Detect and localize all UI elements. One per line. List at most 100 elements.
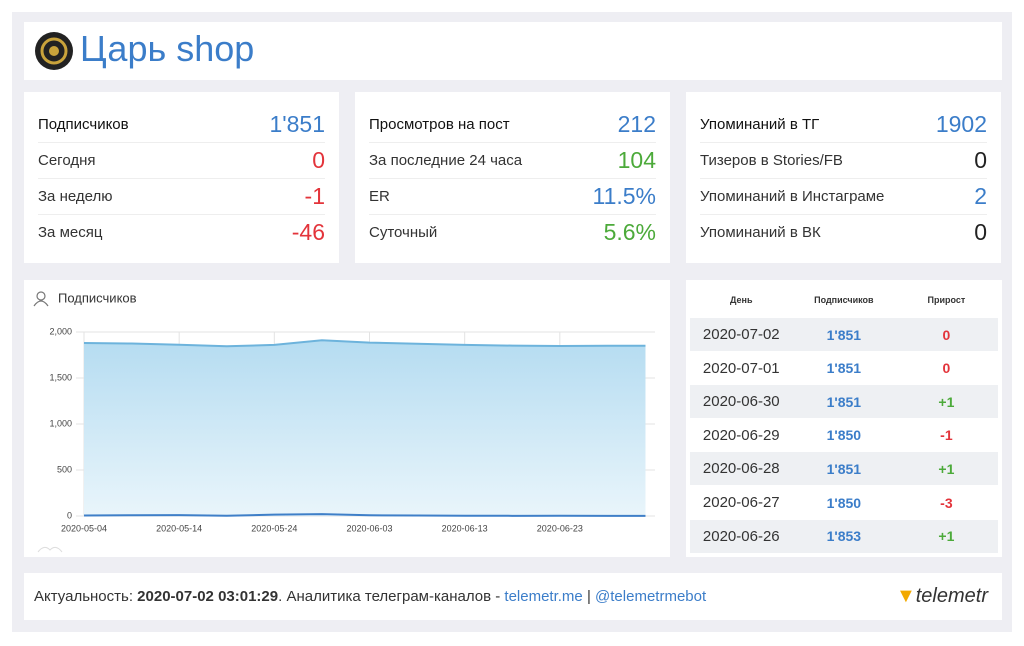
stat-label: ER — [369, 187, 390, 205]
table-row: 2020-06-27 1'850 -3 — [690, 486, 998, 519]
subscribers-cell: 1'853 — [826, 528, 862, 545]
x-tick-label: 2020-05-24 — [251, 523, 297, 533]
chart: Подписчиков 0 500 1,000 1,500 2,000 2020-05-0… — [33, 290, 655, 553]
subscribers-cell: 1'851 — [826, 326, 862, 343]
stat-value: 1902 — [935, 110, 987, 137]
x-tick-label: 2020-06-03 — [346, 523, 392, 533]
stat-label: Просмотров на пост — [369, 115, 510, 133]
growth-cell: +1 — [938, 460, 955, 477]
stat-value: 104 — [617, 146, 656, 173]
stat-value: 11.5% — [592, 182, 656, 209]
header-cell: Подписчиков — [814, 294, 874, 305]
line — [83, 513, 646, 517]
stat-value: 0 — [312, 146, 325, 173]
date-cell: 2020-06-27 — [702, 494, 780, 511]
stat-value: 1'851 — [269, 110, 325, 137]
stat-label: За неделю — [38, 187, 113, 205]
subscribers-cell: 1'851 — [826, 460, 862, 477]
date-cell: 2020-06-28 — [702, 460, 780, 478]
stat-row: Просмотров на пост 212 — [369, 106, 656, 143]
table-row: 2020-06-30 1'851 +1 — [690, 385, 998, 419]
y-tick-label: 2,000 — [49, 326, 72, 336]
footer-text: . Аналитика телеграм-каналов - — [278, 588, 501, 605]
stat-label: Упоминаний в ВК — [700, 223, 821, 241]
x-tick-label: 2020-06-13 — [442, 523, 488, 533]
stat-card: Просмотров на пост 212 За последние 24 час… — [355, 92, 670, 263]
table-row: 2020-07-01 1'851 0 — [690, 351, 998, 385]
growth-cell: -3 — [940, 494, 953, 511]
stat-row: За неделю -1 — [38, 178, 325, 215]
stat-label: Суточный — [369, 223, 438, 241]
y-tick-label: 1,500 — [49, 372, 72, 382]
stat-value: -46 — [291, 218, 325, 245]
date-cell: 2020-06-26 — [702, 527, 780, 545]
stat-row: Подписчиков 1'851 — [38, 106, 325, 143]
stat-row: Суточный 5.6% — [369, 214, 656, 250]
site-link[interactable]: telemetr.me — [504, 588, 583, 605]
y-tick-label: 0 — [67, 510, 72, 520]
logo — [35, 32, 73, 70]
table-header: День Подписчиков Прирост — [690, 283, 998, 316]
growth-cell: 0 — [942, 326, 951, 343]
header-cell: Прирост — [927, 294, 966, 305]
bot-link[interactable]: @telemetrmebot — [595, 588, 707, 605]
y-tick-label: 500 — [57, 464, 72, 474]
header-cell: День — [730, 294, 753, 305]
stat-label: Сегодня — [38, 151, 96, 169]
stat-card: Упоминаний в ТГ 1902 Тизеров в Stories/FB 0… — [686, 92, 1001, 263]
stat-label: За последние 24 часа — [369, 151, 523, 169]
growth-cell: 0 — [942, 360, 951, 377]
stat-row: ER 11.5% — [369, 178, 656, 215]
brand-name: telemetr — [915, 585, 988, 607]
growth-cell: -1 — [940, 427, 953, 444]
x-tick-label: 2020-06-23 — [537, 523, 583, 533]
date-cell: 2020-06-30 — [702, 393, 780, 411]
chart-card: Подписчиков 0 500 1,000 1,500 2,000 2020-05-0… — [24, 280, 670, 557]
stat-value: 0 — [974, 218, 987, 245]
line — [83, 339, 646, 348]
table-row: 2020-06-29 1'850 -1 — [690, 418, 998, 452]
stat-value: 2 — [974, 182, 987, 209]
subscribers-cell: 1'851 — [826, 393, 862, 410]
y-tick-label: 1,000 — [49, 418, 72, 428]
x-tick-label: 2020-05-04 — [61, 523, 107, 533]
date-cell: 2020-07-01 — [702, 359, 780, 377]
chart-title: Подписчиков — [58, 290, 137, 305]
stat-label: За месяц — [38, 223, 103, 241]
stat-row: Упоминаний в Инстаграме 2 — [700, 178, 987, 215]
stat-value: 5.6% — [603, 218, 656, 245]
stat-label: Подписчиков — [38, 115, 129, 133]
stat-label: Упоминаний в ТГ — [700, 115, 820, 133]
brand: ▼telemetr — [895, 585, 988, 607]
table: День Подписчиков Прирост 2020-07-02 1'851 0 20… — [686, 280, 1002, 557]
date-cell: 2020-07-02 — [702, 326, 780, 343]
separator: | — [586, 588, 591, 605]
stat-row: Упоминаний в ТГ 1902 — [700, 106, 987, 143]
footer: Актуальность: 2020-07-02 03:01:29. Анали… — [24, 573, 1002, 620]
channel-title: Царь shop — [80, 28, 255, 69]
area — [84, 340, 646, 516]
stat-value: 0 — [974, 146, 987, 173]
stat-row: За последние 24 часа 104 — [369, 142, 656, 179]
user-icon — [33, 291, 49, 307]
header: Царь shop — [24, 22, 1002, 80]
table-row: 2020-06-28 1'851 +1 — [690, 452, 998, 486]
stat-value: -1 — [304, 182, 325, 209]
growth-cell: +1 — [938, 393, 955, 410]
navigator — [37, 546, 63, 553]
stat-label: Упоминаний в Инстаграме — [700, 187, 885, 205]
stat-label: Тизеров в Stories/FB — [700, 151, 843, 169]
subscribers-cell: 1'850 — [826, 494, 862, 511]
stat-value: 212 — [617, 110, 656, 137]
timestamp: 2020-07-02 03:01:29 — [137, 588, 279, 605]
subscribers-cell: 1'851 — [826, 360, 862, 377]
growth-cell: +1 — [938, 528, 955, 545]
subscribers-cell: 1'850 — [826, 427, 862, 444]
footer-label: Актуальность: — [34, 588, 133, 605]
stat-row: Упоминаний в ВК 0 — [700, 214, 987, 250]
stat-row: За месяц -46 — [38, 214, 325, 250]
table-row: 2020-07-02 1'851 0 — [690, 318, 998, 351]
x-tick-label: 2020-05-14 — [156, 523, 202, 533]
stat-card: Подписчиков 1'851 Сегодня 0 За неделю -1 За ме… — [24, 92, 339, 263]
stat-row: Тизеров в Stories/FB 0 — [700, 142, 987, 179]
